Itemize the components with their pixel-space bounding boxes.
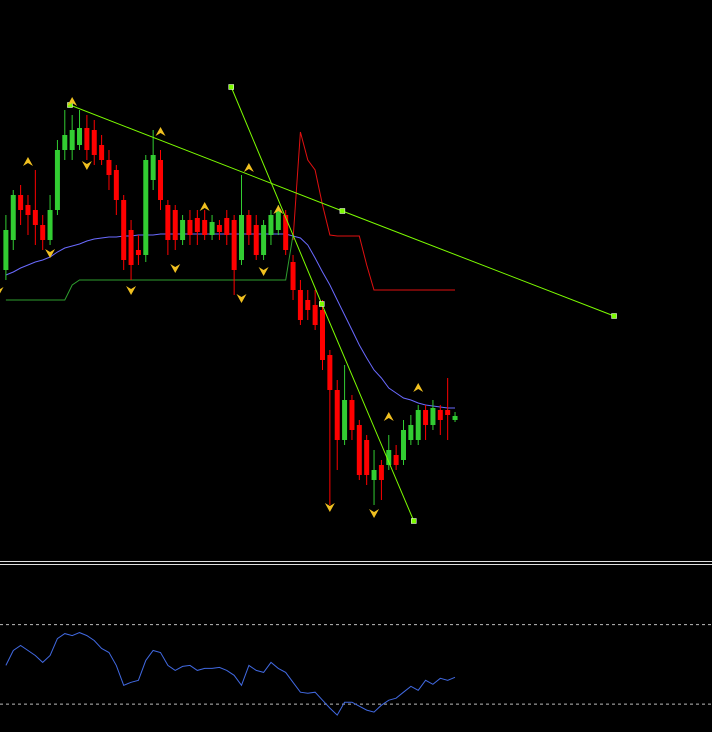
candle-body bbox=[106, 160, 112, 175]
candle-body bbox=[84, 128, 90, 150]
candle-body bbox=[356, 425, 362, 475]
candle-body bbox=[113, 170, 119, 200]
candle-body bbox=[121, 200, 127, 260]
up-fractal-arrow bbox=[243, 163, 254, 172]
candle-body bbox=[400, 430, 406, 460]
candle-body bbox=[423, 410, 429, 425]
up-fractal-arrow bbox=[273, 205, 284, 214]
candle-body bbox=[180, 220, 186, 240]
candle-body bbox=[202, 220, 208, 235]
candle-body bbox=[445, 410, 451, 415]
candle-body bbox=[143, 160, 149, 255]
candle-body bbox=[25, 205, 31, 215]
candle-body bbox=[342, 400, 348, 440]
indicator-line bbox=[5, 234, 294, 301]
candle-body bbox=[216, 225, 222, 232]
candle-body bbox=[430, 408, 436, 425]
indicator-line bbox=[5, 233, 455, 409]
candle-body bbox=[297, 290, 303, 320]
candle-body bbox=[253, 225, 259, 255]
up-fractal-arrow bbox=[413, 383, 424, 392]
candle-body bbox=[150, 155, 156, 180]
indicator-line bbox=[292, 131, 455, 291]
candle-body bbox=[194, 218, 200, 232]
candle-body bbox=[209, 222, 215, 235]
down-fractal-arrow bbox=[258, 267, 269, 276]
down-fractal-arrow bbox=[369, 509, 380, 518]
candle-body bbox=[261, 225, 267, 255]
candle-body bbox=[319, 310, 325, 360]
candle-body bbox=[349, 400, 355, 430]
down-fractal-arrow bbox=[81, 161, 92, 170]
candle-body bbox=[452, 416, 458, 420]
candle-body bbox=[69, 130, 75, 150]
candle-body bbox=[187, 220, 193, 235]
trendline-handle bbox=[319, 301, 325, 307]
down-fractal-arrow bbox=[324, 503, 335, 512]
candle-body bbox=[378, 465, 384, 480]
trendline-handle bbox=[339, 208, 346, 214]
up-fractal-arrow bbox=[199, 202, 210, 211]
candle-body bbox=[415, 410, 421, 440]
oscillator-line bbox=[5, 632, 456, 716]
down-fractal-arrow bbox=[236, 294, 247, 303]
candle-body bbox=[172, 210, 178, 240]
up-fractal-arrow bbox=[155, 127, 166, 136]
candle-body bbox=[305, 300, 311, 310]
candle-body bbox=[224, 218, 230, 235]
candle-body bbox=[32, 210, 38, 225]
candle-body bbox=[290, 262, 296, 290]
candle-body bbox=[47, 210, 53, 240]
down-fractal-arrow bbox=[0, 287, 4, 294]
candle-body bbox=[54, 150, 60, 210]
candle-body bbox=[77, 128, 83, 145]
candle-body bbox=[128, 230, 134, 265]
candle-body bbox=[334, 390, 340, 440]
candle-body bbox=[408, 425, 414, 440]
candle-body bbox=[165, 205, 171, 240]
candle-body bbox=[275, 210, 281, 230]
down-fractal-arrow bbox=[126, 286, 137, 295]
down-fractal-arrow bbox=[45, 249, 56, 258]
candle-body bbox=[371, 470, 377, 480]
trendline-handle bbox=[611, 313, 617, 319]
candle-body bbox=[99, 145, 105, 160]
up-fractal-arrow bbox=[22, 157, 33, 166]
trendline-handle bbox=[411, 518, 417, 524]
candle-body bbox=[239, 215, 245, 260]
candle-body bbox=[312, 305, 318, 325]
up-fractal-arrow bbox=[67, 97, 78, 106]
candle-body bbox=[10, 195, 16, 240]
candle-body bbox=[18, 195, 24, 210]
up-fractal-arrow bbox=[383, 412, 394, 421]
candle-body bbox=[231, 220, 237, 270]
candle-body bbox=[386, 450, 392, 465]
candle-body bbox=[327, 355, 333, 390]
candle-body bbox=[135, 250, 141, 255]
candle-body bbox=[268, 215, 274, 235]
candle-body bbox=[246, 215, 252, 235]
trendline-handle bbox=[228, 84, 234, 90]
down-fractal-arrow bbox=[170, 264, 181, 273]
candle-body bbox=[62, 135, 68, 150]
candle-body bbox=[40, 225, 46, 240]
candle-body bbox=[393, 455, 399, 465]
candle-body bbox=[91, 130, 97, 155]
candle-body bbox=[3, 230, 9, 270]
candle-body bbox=[158, 160, 164, 200]
candle-body bbox=[437, 410, 443, 420]
candle-body bbox=[283, 215, 289, 250]
candle-body bbox=[364, 440, 370, 475]
